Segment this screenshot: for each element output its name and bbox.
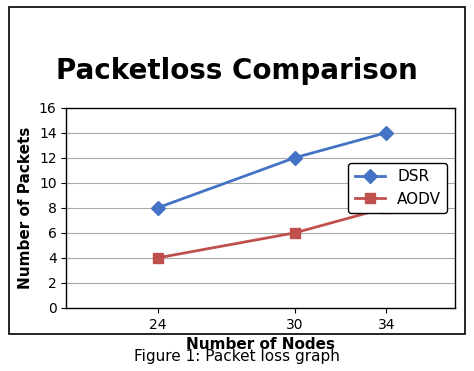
Y-axis label: Number of Packets: Number of Packets	[18, 127, 33, 289]
AODV	[155, 256, 161, 260]
DSR	[383, 130, 389, 135]
DSR	[155, 206, 161, 210]
Text: Figure 1: Packet loss graph: Figure 1: Packet loss graph	[134, 349, 340, 364]
Legend: DSR, AODV: DSR, AODV	[348, 163, 447, 213]
DSR	[292, 155, 298, 160]
AODV	[292, 230, 298, 235]
Line: AODV: AODV	[153, 203, 392, 263]
X-axis label: Number of Nodes: Number of Nodes	[186, 337, 335, 352]
AODV	[383, 206, 389, 210]
Line: DSR: DSR	[153, 128, 392, 213]
Text: Packetloss Comparison: Packetloss Comparison	[56, 58, 418, 85]
